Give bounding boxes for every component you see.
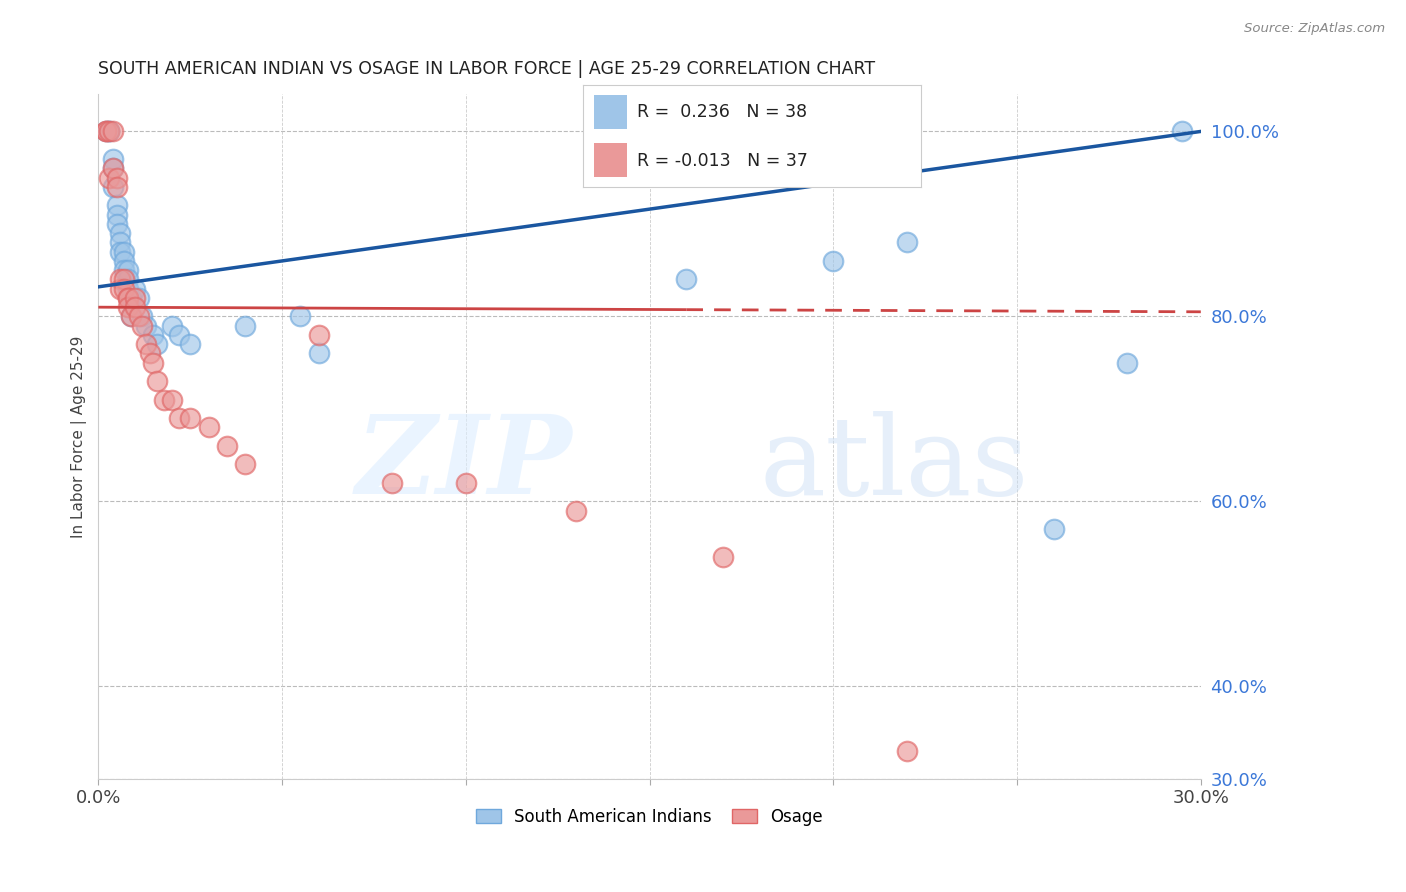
Point [124, 300, 146, 314]
Point [308, 346, 330, 360]
Text: ZIP: ZIP [356, 410, 572, 517]
Point [105, 208, 128, 222]
Point [179, 411, 201, 425]
Point [117, 263, 139, 277]
Point [896, 235, 918, 250]
Y-axis label: In Labor Force | Age 25-29: In Labor Force | Age 25-29 [72, 335, 87, 538]
Point [110, 282, 132, 296]
Point [308, 327, 330, 342]
Point [117, 282, 139, 296]
Point [179, 337, 201, 351]
Point [117, 272, 139, 286]
Point [823, 254, 845, 268]
Point [146, 337, 169, 351]
Point [101, 152, 124, 166]
Point [112, 263, 135, 277]
Point [146, 374, 169, 388]
Point [131, 310, 153, 324]
Point [98, 124, 121, 138]
Point [120, 310, 142, 324]
Point [167, 327, 190, 342]
Point [105, 170, 128, 185]
Point [381, 475, 404, 490]
Point [94, 124, 117, 138]
Text: R = -0.013   N = 37: R = -0.013 N = 37 [637, 152, 808, 169]
Legend: South American Indians, Osage: South American Indians, Osage [470, 801, 830, 832]
Point [112, 254, 135, 268]
Point [101, 180, 124, 194]
Point [675, 272, 697, 286]
Point [896, 744, 918, 758]
Point [120, 310, 142, 324]
Point [94, 124, 117, 138]
Point [233, 458, 256, 472]
Point [128, 291, 150, 305]
Point [454, 475, 477, 490]
Text: SOUTH AMERICAN INDIAN VS OSAGE IN LABOR FORCE | AGE 25-29 CORRELATION CHART: SOUTH AMERICAN INDIAN VS OSAGE IN LABOR … [98, 60, 876, 78]
Point [105, 217, 128, 231]
Point [105, 198, 128, 212]
Point [135, 318, 157, 333]
Point [112, 282, 135, 296]
Point [117, 291, 139, 305]
Point [565, 504, 588, 518]
Bar [593, 95, 627, 128]
Point [135, 337, 157, 351]
Point [142, 327, 165, 342]
Point [711, 549, 734, 564]
Point [110, 244, 132, 259]
Point [124, 291, 146, 305]
Point [110, 226, 132, 240]
Point [197, 420, 219, 434]
Point [215, 439, 238, 453]
Bar [593, 144, 627, 177]
Point [131, 318, 153, 333]
Point [117, 300, 139, 314]
Point [1171, 124, 1194, 138]
Point [1043, 522, 1066, 536]
Point [160, 392, 183, 407]
Text: R =  0.236   N = 38: R = 0.236 N = 38 [637, 103, 807, 121]
Text: Source: ZipAtlas.com: Source: ZipAtlas.com [1244, 22, 1385, 36]
Point [101, 124, 124, 138]
Point [101, 161, 124, 176]
Point [160, 318, 183, 333]
Point [290, 310, 312, 324]
Point [167, 411, 190, 425]
Text: atlas: atlas [759, 410, 1029, 517]
Point [112, 244, 135, 259]
Point [98, 170, 121, 185]
Point [124, 282, 146, 296]
Point [128, 310, 150, 324]
Point [110, 272, 132, 286]
Point [139, 346, 162, 360]
Point [98, 124, 121, 138]
Point [142, 356, 165, 370]
Point [98, 124, 121, 138]
Point [120, 291, 142, 305]
Point [233, 318, 256, 333]
Point [105, 180, 128, 194]
Point [117, 291, 139, 305]
Point [112, 272, 135, 286]
Point [153, 392, 176, 407]
Point [101, 161, 124, 176]
Point [94, 124, 117, 138]
Point [1116, 356, 1139, 370]
Point [110, 235, 132, 250]
